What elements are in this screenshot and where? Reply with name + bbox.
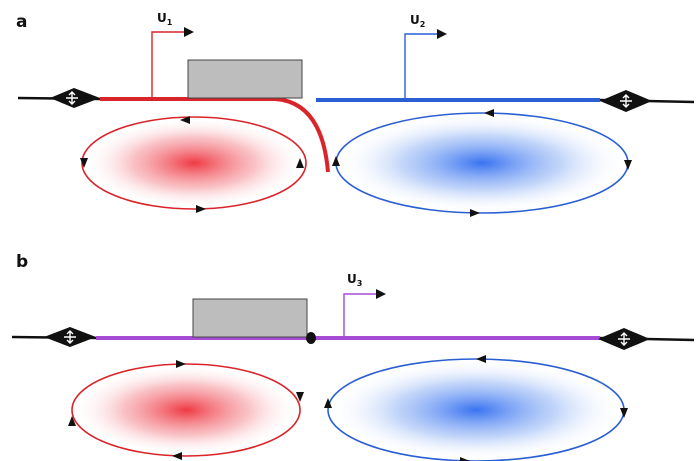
circulation-arrow-icon [172, 452, 182, 460]
panel-b: b U3 [11, 252, 695, 461]
blue-vortex-a [335, 112, 629, 214]
double-arrow-icon [620, 94, 632, 108]
blue-vortex-b [327, 358, 625, 461]
double-arrow-icon [64, 330, 76, 344]
circulation-arrow-icon [620, 408, 628, 418]
circulation-arrow-icon [296, 392, 304, 402]
panel-a-label: a [16, 12, 27, 32]
circulation-arrow-icon [476, 355, 486, 363]
red-vortex-b [71, 363, 301, 457]
obstacle-block-b [192, 298, 308, 338]
red-vortex-a [81, 116, 307, 210]
circulation-arrow-icon [624, 160, 632, 170]
circulation-arrow-icon [80, 158, 88, 168]
velocity-arrow-u2: U2 [404, 13, 447, 99]
circulation-arrow-icon [196, 205, 206, 213]
velocity-arrow-u3: U3 [343, 272, 386, 337]
panel-a: a U1 [16, 11, 695, 217]
double-arrow-icon [66, 91, 78, 105]
velocity-label-u3: U3 [347, 272, 362, 288]
circulation-arrow-icon [296, 158, 304, 168]
circulation-arrow-icon [460, 457, 470, 461]
velocity-label-u2: U2 [410, 13, 425, 29]
double-arrow-icon [618, 332, 630, 346]
separating-red-streamline [100, 97, 330, 173]
circulation-arrow-icon [324, 398, 332, 408]
velocity-label-u1: U1 [157, 11, 173, 27]
velocity-arrow-u1: U1 [151, 11, 194, 99]
obstacle-block-a [187, 59, 303, 99]
stagnation-point-dot [306, 332, 316, 344]
circulation-arrow-icon [176, 360, 186, 368]
circulation-arrow-icon [470, 209, 480, 217]
circulation-arrow-icon [332, 156, 340, 166]
circulation-arrow-icon [484, 109, 494, 117]
circulation-arrow-icon [68, 416, 76, 426]
circulation-arrow-icon [180, 116, 190, 124]
panel-b-label: b [16, 252, 28, 272]
